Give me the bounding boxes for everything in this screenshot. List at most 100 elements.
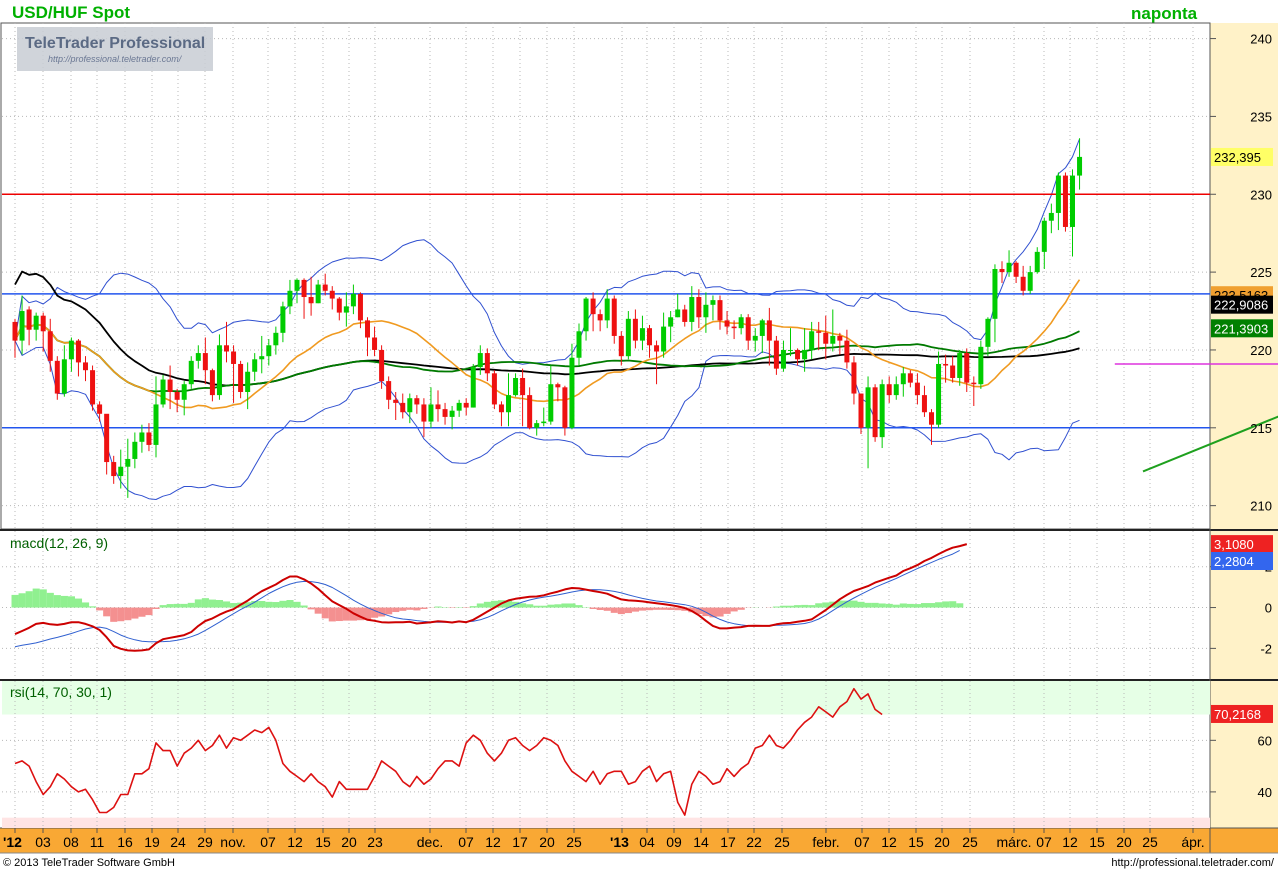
x-label-nov-23: 23 <box>367 834 383 850</box>
x-label-nov-07: 07 <box>260 834 276 850</box>
candle-body <box>1035 252 1040 272</box>
price-tick-label: 210 <box>1250 499 1272 514</box>
candle-body <box>703 305 708 317</box>
candle <box>520 369 525 427</box>
candle-body <box>859 394 864 428</box>
candle <box>682 305 687 327</box>
candle-body <box>90 370 95 404</box>
candle-body <box>365 320 370 337</box>
macd-histogram-bar <box>865 603 872 608</box>
candle <box>337 297 342 320</box>
candle <box>217 334 222 399</box>
macd-histogram-bar <box>435 607 442 608</box>
x-label-nov-20: 20 <box>341 834 357 850</box>
x-label-feb-20: 20 <box>934 834 950 850</box>
candle-body <box>527 395 532 428</box>
macd-histogram-bar <box>477 603 484 607</box>
macd-histogram-bar <box>540 606 547 608</box>
candle <box>245 362 250 409</box>
macd-histogram-bar <box>738 608 745 610</box>
macd-last-value-text: 3,1080 <box>1214 537 1254 552</box>
macd-histogram-bar <box>794 605 801 607</box>
candle <box>880 380 885 449</box>
candle-body <box>506 395 511 412</box>
candle-body <box>964 353 969 383</box>
candle-body <box>915 383 920 395</box>
macd-histogram-bar <box>117 608 124 622</box>
candle-body <box>767 320 772 340</box>
candle-body <box>541 422 546 424</box>
candle <box>908 370 913 387</box>
candle <box>182 381 187 415</box>
candle <box>957 350 962 386</box>
interval-label[interactable]: naponta <box>1131 4 1198 23</box>
candle-body <box>280 306 285 332</box>
candle-body <box>668 317 673 326</box>
candle-body <box>985 319 990 347</box>
candle <box>196 345 201 368</box>
macd-histogram-bar <box>272 602 279 608</box>
price-last-value-text: 232,395 <box>1214 150 1261 165</box>
candle-body <box>781 350 786 369</box>
candle <box>485 348 490 381</box>
macd-histogram-bar <box>308 608 315 610</box>
macd-histogram-bar <box>858 602 865 608</box>
macd-histogram-bar <box>850 601 857 608</box>
candle-body <box>287 291 292 307</box>
macd-histogram-bar <box>921 603 928 607</box>
candle-body <box>725 320 730 326</box>
candle-body <box>922 395 927 412</box>
candle <box>386 376 391 409</box>
candle <box>837 333 842 355</box>
candle-body <box>485 353 490 373</box>
candle-body <box>62 359 67 393</box>
price-tick-label: 215 <box>1250 421 1272 436</box>
candle-body <box>675 309 680 317</box>
macd-histogram-bar <box>484 602 491 608</box>
candle-body <box>76 341 81 363</box>
macd-histogram-bar <box>547 605 554 608</box>
macd-histogram-bar <box>731 608 738 612</box>
x-label-year-12: '12 <box>3 834 22 850</box>
candle-body <box>548 384 553 421</box>
candle <box>351 285 356 315</box>
candle-body <box>210 370 215 395</box>
x-label-febr: febr. <box>812 834 839 850</box>
price-tick-label: 240 <box>1250 32 1272 47</box>
candle <box>718 295 723 329</box>
candle-body <box>654 345 659 351</box>
macd-histogram-bar <box>19 593 26 607</box>
candle-body <box>407 398 412 412</box>
x-label-mar-12: 12 <box>1062 834 1078 850</box>
candle <box>541 408 546 427</box>
candle <box>710 295 715 320</box>
candle-body <box>866 387 871 427</box>
candle <box>13 319 18 358</box>
candle-body <box>309 297 314 303</box>
candle-body <box>323 285 328 291</box>
candle-body <box>873 387 878 437</box>
macd-histogram-bar <box>131 608 138 619</box>
footer-url[interactable]: http://professional.teletrader.com/ <box>1111 857 1275 869</box>
candle <box>238 361 243 398</box>
candle <box>584 297 589 341</box>
candle <box>168 366 173 410</box>
price-tick-label: 230 <box>1250 187 1272 202</box>
candle-body <box>175 392 180 400</box>
macd-histogram-bar <box>625 608 632 614</box>
candle-body <box>520 378 525 395</box>
macd-histogram-bar <box>568 603 575 607</box>
price-last-value: 222,9086 <box>1211 296 1273 314</box>
candle <box>830 309 835 351</box>
candle <box>1028 266 1033 294</box>
candle <box>1070 169 1075 256</box>
candle-body <box>428 404 433 421</box>
macd-histogram-bar <box>294 602 301 608</box>
rsi-overbought-zone <box>2 681 1210 715</box>
candle <box>633 309 638 348</box>
candle-body <box>513 378 518 395</box>
macd-histogram-bar <box>956 603 963 607</box>
candle <box>1000 261 1005 283</box>
macd-histogram-bar <box>893 605 900 608</box>
